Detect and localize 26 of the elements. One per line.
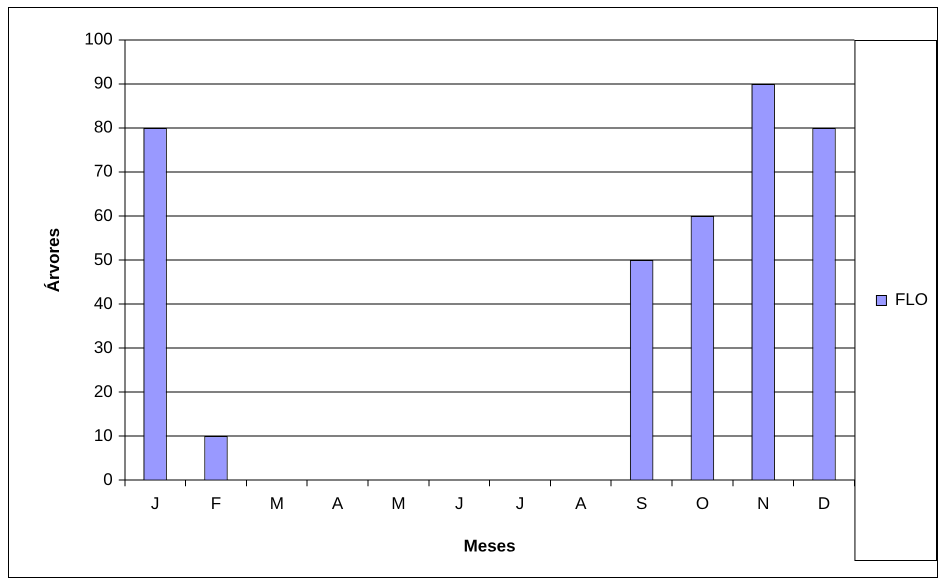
y-tick-label: 100 bbox=[84, 30, 113, 49]
y-tick-label: 90 bbox=[94, 74, 113, 93]
y-tick-label: 70 bbox=[94, 162, 113, 181]
x-tick-label: F bbox=[210, 494, 222, 514]
x-tick-label: J bbox=[516, 494, 524, 514]
x-tick-label: S bbox=[636, 494, 648, 514]
x-tick-label: J bbox=[454, 494, 464, 514]
y-tick-label: 80 bbox=[94, 118, 113, 137]
y-tick-label: 40 bbox=[94, 294, 113, 313]
legend-label: FLO bbox=[894, 290, 928, 310]
x-axis-title: Meses bbox=[464, 536, 516, 556]
x-tick-label: A bbox=[575, 494, 588, 514]
x-tick-label: O bbox=[696, 494, 710, 514]
y-tick-label: 20 bbox=[94, 382, 113, 401]
y-tick-label: 10 bbox=[94, 426, 113, 445]
x-tick-label: D bbox=[818, 494, 830, 514]
x-tick-label: N bbox=[757, 494, 770, 514]
x-tick-label: J bbox=[150, 494, 160, 514]
y-tick-label: 30 bbox=[94, 338, 113, 357]
x-tick-label: A bbox=[332, 494, 344, 514]
y-tick-label: 0 bbox=[103, 470, 113, 489]
x-tick-label: M bbox=[270, 494, 284, 514]
x-tick-label: M bbox=[391, 494, 406, 514]
y-tick-label: 50 bbox=[94, 250, 113, 269]
y-axis-title: Árvores bbox=[42, 228, 63, 292]
y-tick-label: 60 bbox=[94, 206, 113, 225]
